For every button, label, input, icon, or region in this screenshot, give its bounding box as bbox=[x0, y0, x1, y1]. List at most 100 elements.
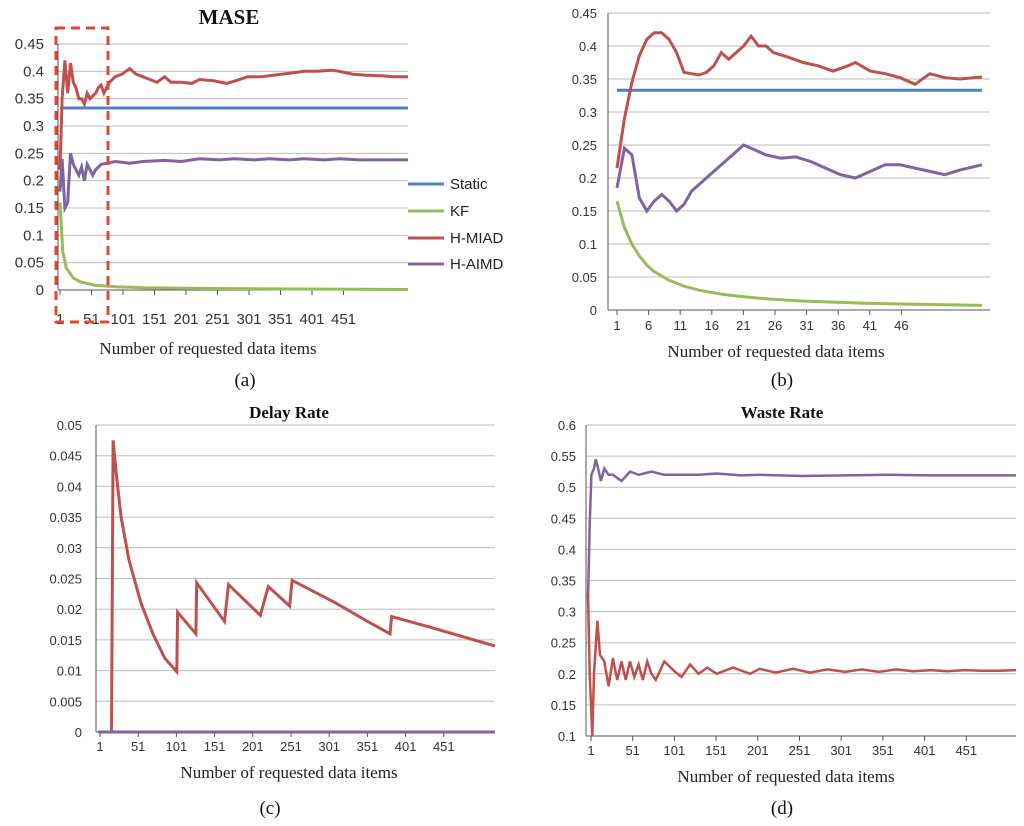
chart-d-ytick: 0.25 bbox=[551, 636, 576, 651]
chart-a-xtick: 151 bbox=[142, 311, 167, 328]
chart-a-xtick: 51 bbox=[83, 311, 100, 328]
chart-a-ytick: 0.3 bbox=[23, 118, 44, 135]
caption-a: (a) bbox=[234, 370, 255, 391]
chart-a-ytick: 0.1 bbox=[23, 227, 44, 244]
chart-b-ytick: 0.3 bbox=[579, 105, 597, 120]
chart-d-ytick: 0.6 bbox=[558, 418, 576, 433]
chart-b-ytick: 0 bbox=[590, 303, 597, 318]
chart-c-ytick: 0.01 bbox=[57, 664, 82, 679]
chart-b-series-kf bbox=[615, 200, 983, 307]
chart-b-ytick: 0.1 bbox=[579, 237, 597, 252]
chart-d-ytick: 0.3 bbox=[558, 605, 576, 620]
chart-c-xtick: 151 bbox=[204, 739, 226, 754]
chart-d: Waste Rate 0.1 0.15 0.2 0.25 0.3 0.35 0.… bbox=[551, 403, 1017, 819]
caption-d: (d) bbox=[771, 798, 793, 819]
chart-c-ytick: 0.045 bbox=[49, 449, 82, 464]
chart-a-xtick: 101 bbox=[110, 311, 135, 328]
chart-c-ytick: 0.015 bbox=[49, 633, 82, 648]
chart-a-ytick: 0 bbox=[36, 282, 44, 299]
chart-a-xtick: 251 bbox=[205, 311, 230, 328]
chart-d-xlabel: Number of requested data items bbox=[677, 767, 894, 786]
legend-hmiad-label: H-MIAD bbox=[450, 230, 503, 247]
chart-c-ytick: 0 bbox=[75, 725, 82, 740]
chart-a-xtick: 201 bbox=[173, 311, 198, 328]
chart-c-xtick: 451 bbox=[433, 739, 455, 754]
chart-d-title: Waste Rate bbox=[741, 403, 824, 422]
chart-c-xtick: 301 bbox=[318, 739, 340, 754]
chart-a-xtick: 451 bbox=[331, 311, 356, 328]
chart-a-ytick: 0.35 bbox=[15, 91, 44, 108]
chart-a-ytick: 0.05 bbox=[15, 255, 44, 272]
chart-d-ytick: 0.15 bbox=[551, 698, 576, 713]
chart-d-xtick: 301 bbox=[830, 743, 852, 758]
chart-d-ytick: 0.45 bbox=[551, 511, 576, 526]
chart-d-ytick: 0.35 bbox=[551, 574, 576, 589]
chart-d-series-hmiad bbox=[586, 592, 1017, 737]
chart-c-xtick: 201 bbox=[242, 739, 264, 754]
chart-b-xtick: 46 bbox=[894, 318, 908, 333]
chart-a-xlabel: Number of requested data items bbox=[99, 339, 316, 358]
chart-d-xtick: 201 bbox=[747, 743, 769, 758]
chart-b-series-hmiad bbox=[615, 31, 983, 169]
chart-a-ytick: 0.15 bbox=[15, 200, 44, 217]
chart-c-ytick: 0.035 bbox=[49, 510, 82, 525]
chart-b-xlabel: Number of requested data items bbox=[667, 342, 884, 361]
chart-b-ytick: 0.25 bbox=[572, 138, 597, 153]
chart-d-xtick: 401 bbox=[914, 743, 936, 758]
chart-d-ytick: 0.4 bbox=[558, 542, 576, 557]
legend-static-label: Static bbox=[450, 176, 488, 193]
chart-d-xtick: 251 bbox=[789, 743, 811, 758]
chart-d-series-haimd bbox=[586, 458, 1016, 600]
chart-a-legend: Static KF H-MIAD H-AIMD bbox=[408, 176, 503, 273]
chart-b-xtick: 36 bbox=[831, 318, 845, 333]
chart-d-xtick: 151 bbox=[705, 743, 727, 758]
chart-a-ytick: 0.2 bbox=[23, 173, 44, 190]
chart-d-xtick: 351 bbox=[872, 743, 894, 758]
chart-d-xtick: 1 bbox=[587, 743, 594, 758]
chart-b-xtick: 26 bbox=[768, 318, 782, 333]
chart-c-xtick: 51 bbox=[131, 739, 145, 754]
chart-b-xtick: 6 bbox=[645, 318, 652, 333]
chart-b-series-haimd bbox=[615, 143, 983, 214]
chart-d-xtick: 51 bbox=[625, 743, 639, 758]
chart-b-ytick: 0.05 bbox=[572, 270, 597, 285]
legend-haimd-label: H-AIMD bbox=[450, 256, 503, 273]
chart-b: 0 0.05 0.1 0.15 0.2 0.25 0.3 0.35 0.4 0.… bbox=[572, 6, 990, 391]
chart-b-ytick: 0.45 bbox=[572, 6, 597, 21]
chart-c-ytick: 0.03 bbox=[57, 541, 82, 556]
chart-a-xtick: 351 bbox=[268, 311, 293, 328]
chart-c-ytick: 0.02 bbox=[57, 602, 82, 617]
chart-a-highlight-box bbox=[54, 26, 110, 324]
chart-b-xtick: 41 bbox=[863, 318, 877, 333]
chart-b-xtick: 21 bbox=[736, 318, 750, 333]
chart-d-ytick: 0.5 bbox=[558, 480, 576, 495]
chart-d-ytick: 0.1 bbox=[558, 729, 576, 744]
chart-a-series-haimd bbox=[58, 152, 408, 214]
chart-c-ytick: 0.04 bbox=[57, 479, 82, 494]
chart-b-ytick: 0.15 bbox=[572, 204, 597, 219]
chart-c-ytick: 0.005 bbox=[49, 694, 82, 709]
chart-d-xtick: 101 bbox=[664, 743, 686, 758]
chart-c-xtick: 1 bbox=[96, 739, 103, 754]
chart-c-ytick: 0.025 bbox=[49, 572, 82, 587]
chart-d-ytick: 0.55 bbox=[551, 449, 576, 464]
chart-a-series-hmiad bbox=[58, 60, 408, 170]
chart-b-ytick: 0.2 bbox=[579, 171, 597, 186]
chart-a-ytick: 0.45 bbox=[15, 36, 44, 53]
chart-c: Delay Rate 0 0.005 0.01 0.015 0.02 0.025… bbox=[49, 403, 496, 819]
chart-c-xtick: 251 bbox=[280, 739, 302, 754]
chart-c-xlabel: Number of requested data items bbox=[180, 763, 397, 782]
chart-c-title: Delay Rate bbox=[249, 403, 329, 422]
caption-c: (c) bbox=[259, 798, 280, 819]
chart-c-xtick: 101 bbox=[166, 739, 188, 754]
chart-b-xtick: 16 bbox=[705, 318, 719, 333]
chart-c-xtick: 351 bbox=[357, 739, 379, 754]
chart-a-xtick: 1 bbox=[56, 311, 64, 328]
chart-a: MASE 0 0.05 0.1 0.15 0.2 0.25 0.3 0.35 0… bbox=[15, 5, 504, 391]
chart-a-title: MASE bbox=[199, 5, 260, 29]
chart-b-ytick: 0.35 bbox=[572, 72, 597, 87]
chart-c-xtick: 401 bbox=[395, 739, 417, 754]
chart-d-xtick: 451 bbox=[955, 743, 977, 758]
chart-b-xtick: 1 bbox=[613, 318, 620, 333]
